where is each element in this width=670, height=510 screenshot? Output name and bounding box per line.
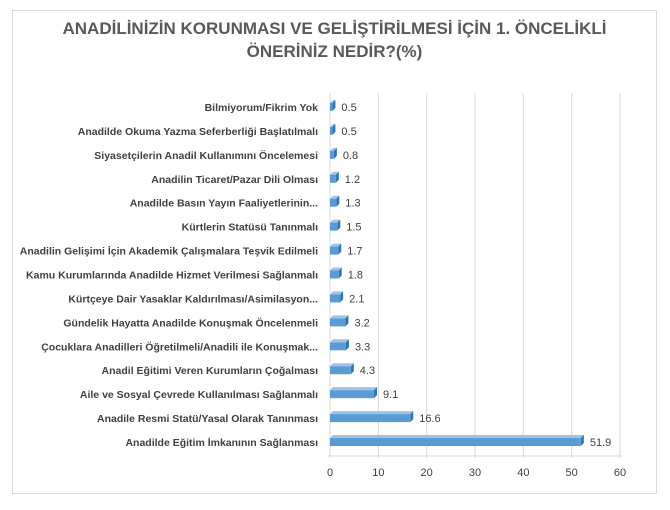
data-label: 3.2 (354, 317, 369, 329)
data-label: 2.1 (349, 293, 364, 305)
category-label: Çocuklara Anadilleri Öğretilmeli/Anadili… (41, 340, 318, 353)
bar (330, 150, 334, 159)
bar (330, 222, 338, 231)
bar-top (330, 147, 337, 151)
bar-side (337, 219, 341, 231)
data-label: 16.6 (419, 413, 440, 425)
bar-top (330, 267, 342, 271)
bar (330, 366, 351, 375)
x-tick-label: 30 (469, 467, 481, 479)
bar-side (340, 291, 344, 303)
category-label: Anadilde Eğitim İmkanının Sağlanması (125, 436, 318, 449)
data-label: 1.2 (345, 174, 360, 186)
bar-side (338, 267, 342, 279)
bar (330, 294, 341, 303)
bar-top (330, 219, 341, 223)
x-tick-label: 10 (372, 467, 384, 479)
category-label: Gündelik Hayatta Anadilde Konuşmak Öncel… (63, 316, 318, 329)
bar-side (345, 339, 349, 351)
data-label: 1.5 (346, 222, 361, 234)
data-label: 1.3 (345, 198, 360, 210)
bar (330, 438, 581, 447)
bar-side (373, 387, 377, 399)
category-label: Anadil Eğitimi Veren Kurumların Çoğalmas… (102, 365, 319, 377)
category-label: Anadile Resmi Statü/Yasal Olarak Tanınma… (97, 413, 318, 425)
chart-title: ANADİLİNİZİN KORUNMASI VE GELİŞTİRİLMESİ… (13, 17, 656, 63)
x-tick-label: 60 (614, 467, 626, 479)
bar (330, 390, 374, 399)
data-label: 3.3 (355, 341, 370, 353)
bar (330, 342, 346, 351)
bar-top (330, 243, 342, 247)
data-label: 51.9 (590, 437, 611, 449)
data-label: 1.7 (347, 246, 362, 258)
bar-top (330, 363, 354, 367)
bar-top (330, 195, 340, 199)
data-label: 1.8 (348, 270, 363, 282)
bar-side (332, 123, 336, 135)
data-label: 0.8 (343, 150, 358, 162)
bar-top (330, 435, 584, 439)
bar (330, 246, 339, 255)
x-tick-label: 50 (566, 467, 578, 479)
bar-side (333, 147, 337, 159)
bar (330, 174, 336, 183)
bar-top (330, 339, 349, 343)
bar-side (338, 243, 342, 255)
bar-top (330, 387, 377, 391)
bar-side (336, 195, 340, 207)
bar-side (410, 411, 414, 423)
bar-top (330, 315, 349, 319)
x-tick-label: 20 (421, 467, 433, 479)
category-label: Anadilde Basın Yayın Faaliyetlerinin... (130, 198, 318, 210)
bar (330, 198, 337, 207)
category-label: Kürtçeye Dair Yasaklar Kaldırılması/Asim… (68, 293, 318, 305)
bar-side (350, 363, 354, 375)
bar-top (330, 99, 336, 103)
x-tick-label: 0 (327, 467, 333, 479)
bar (330, 318, 346, 327)
category-label: Kürtlerin Statüsü Tanınmalı (182, 222, 318, 234)
category-label: Anadilin Ticaret/Pazar Dili Olması (151, 174, 318, 186)
category-label: Anadilde Okuma Yazma Seferberliği Başlat… (78, 126, 318, 138)
bar (330, 126, 333, 135)
category-label: Kamu Kurumlarında Anadilde Hizmet Verilm… (26, 270, 318, 282)
x-tick-label: 40 (517, 467, 529, 479)
data-label: 0.5 (341, 102, 356, 114)
category-label: Siyasetçilerin Anadil Kullanımını Öncele… (94, 149, 318, 162)
bar-side (335, 171, 339, 183)
chart-title-line-1: ANADİLİNİZİN KORUNMASI VE GELİŞTİRİLMESİ… (62, 19, 607, 38)
bar-side (345, 315, 349, 327)
bar-top (330, 171, 339, 175)
chart-title-line-2: ÖNERİNİZ NEDİR?(%) (246, 42, 423, 61)
bar-side (332, 99, 336, 111)
category-label: Anadilin Gelişimi İçin Akademik Çalışmal… (20, 245, 318, 258)
data-label: 4.3 (360, 365, 375, 377)
bar-side (580, 435, 584, 447)
bar (330, 414, 411, 423)
bar-top (330, 123, 336, 127)
bar (330, 102, 333, 111)
data-label: 9.1 (383, 389, 398, 401)
bar-top (330, 291, 344, 295)
bar-top (330, 411, 414, 415)
data-label: 0.5 (341, 126, 356, 138)
category-label: Bilmiyorum/Fikrim Yok (205, 102, 319, 114)
bar (330, 270, 339, 279)
category-label: Aile ve Sosyal Çevrede Kullanılması Sağl… (80, 389, 318, 401)
